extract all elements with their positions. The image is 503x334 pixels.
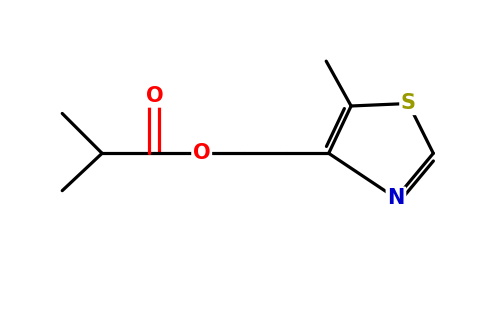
Text: S: S (401, 94, 416, 114)
Text: N: N (387, 188, 404, 208)
Text: O: O (145, 86, 163, 106)
Text: O: O (193, 143, 210, 163)
